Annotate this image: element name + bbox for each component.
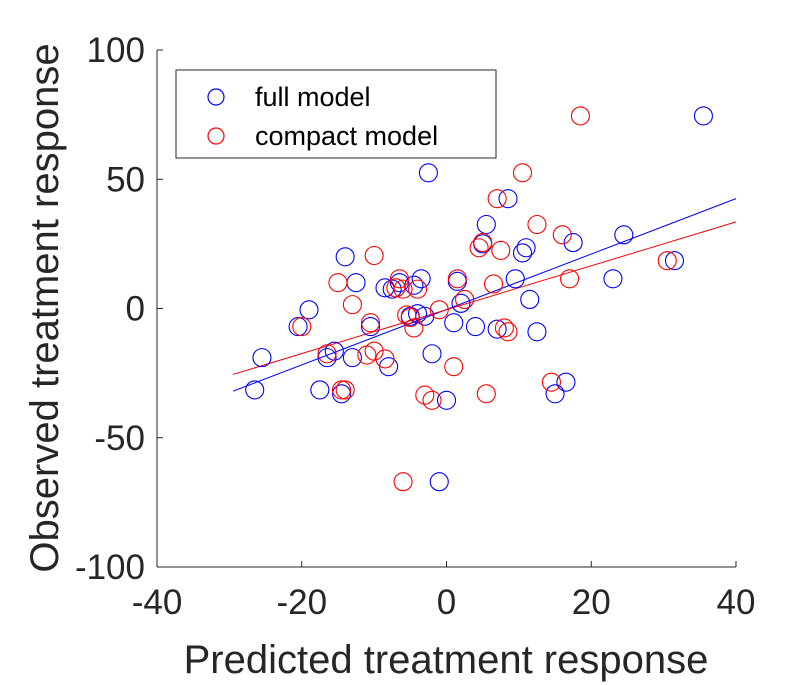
data-point-full-model	[332, 384, 352, 404]
data-point-full-model	[664, 251, 685, 271]
y-tick-label: 100	[87, 31, 145, 70]
data-point-full-model	[429, 472, 449, 492]
data-point-full-model	[411, 269, 431, 289]
data-point-full-model	[342, 348, 362, 368]
data-point-full-model	[360, 317, 381, 337]
data-point-compact-model	[328, 273, 348, 293]
data-point-full-model	[299, 300, 319, 320]
data-point-full-model	[563, 233, 583, 253]
data-point-compact-model	[559, 269, 580, 289]
data-point-full-model	[487, 319, 507, 339]
data-point-full-model	[556, 372, 576, 392]
data-point-compact-model	[375, 349, 395, 369]
x-tick-label: 20	[572, 583, 611, 622]
data-point-compact-model	[473, 233, 493, 253]
data-point-compact-model	[317, 344, 337, 364]
data-point-compact-model	[447, 269, 467, 289]
x-tick-label: -40	[132, 583, 183, 622]
data-point-full-model	[527, 322, 547, 342]
data-point-compact-model	[415, 385, 435, 405]
legend-label-compact-model: compact model	[255, 121, 438, 151]
data-point-compact-model	[360, 313, 381, 333]
data-point-full-model	[505, 269, 525, 289]
data-point-compact-model	[469, 238, 489, 258]
data-point-compact-model	[483, 274, 504, 294]
data-point-compact-model	[487, 189, 507, 209]
data-point-full-model	[436, 390, 457, 410]
data-point-compact-model	[393, 472, 413, 492]
y-ticks: -100 -50 0 50 100	[75, 31, 163, 587]
legend-label-full-model: full model	[255, 82, 371, 112]
legend-marker-compact-model	[207, 127, 225, 145]
data-point-full-model	[317, 348, 337, 368]
x-tick-label: -20	[276, 583, 327, 622]
data-point-full-model	[335, 247, 355, 267]
data-point-compact-model	[342, 295, 362, 315]
x-tick-label: 0	[437, 583, 456, 622]
data-point-compact-model	[292, 317, 312, 337]
data-point-compact-model	[541, 372, 561, 392]
data-point-compact-model	[494, 318, 514, 338]
data-point-compact-model	[455, 289, 475, 310]
data-point-compact-model	[386, 278, 406, 298]
data-point-full-model	[603, 269, 623, 289]
y-tick-label: -100	[75, 548, 145, 587]
data-point-compact-model	[397, 305, 417, 325]
data-point-compact-model	[389, 269, 410, 289]
legend-marker-full-model	[207, 88, 225, 106]
y-tick-label: 50	[106, 160, 145, 199]
data-point-full-model	[465, 317, 486, 337]
data-point-full-model	[418, 163, 438, 183]
data-point-full-model	[520, 289, 540, 310]
data-point-compact-model	[422, 390, 442, 410]
data-point-compact-model	[335, 380, 355, 400]
data-point-full-model	[444, 313, 464, 333]
data-point-compact-model	[364, 341, 384, 361]
data-point-full-model	[476, 214, 496, 235]
fit-line-compact-model	[232, 221, 737, 375]
legend-box	[175, 69, 497, 159]
fit-line-full-model	[232, 198, 737, 392]
data-point-compact-model	[404, 318, 424, 338]
y-tick-label: 0	[126, 290, 145, 329]
x-ticks: -40 -20 0 20 40	[132, 561, 756, 622]
x-axis-label: Predicted treatment response	[184, 638, 709, 682]
data-point-compact-model	[407, 279, 428, 299]
data-point-compact-model	[512, 163, 533, 183]
data-point-compact-model	[657, 251, 677, 271]
data-point-compact-model	[429, 300, 449, 320]
data-point-compact-model	[552, 225, 572, 245]
y-axis-label: Observed treatment response	[23, 43, 67, 572]
data-point-full-model	[498, 189, 518, 209]
data-point-compact-model	[364, 245, 384, 266]
data-point-full-model	[516, 238, 536, 258]
data-point-full-model	[252, 348, 272, 368]
data-point-full-model	[324, 341, 344, 361]
data-point-full-model	[451, 293, 471, 313]
data-point-full-model	[389, 273, 410, 293]
data-point-compact-model	[332, 380, 352, 400]
data-point-compact-model	[498, 322, 518, 342]
data-point-compact-model	[444, 357, 464, 377]
data-point-compact-model	[393, 279, 413, 299]
data-point-full-model	[422, 344, 442, 364]
data-point-compact-model	[491, 240, 511, 260]
fit-lines	[232, 198, 737, 392]
data-point-full-model	[245, 380, 265, 400]
data-point-full-model	[288, 317, 308, 337]
x-tick-label: 40	[717, 583, 756, 622]
data-point-compact-model	[400, 307, 420, 328]
data-point-compact-model	[476, 384, 496, 404]
data-points	[245, 106, 713, 492]
legend: full model compact model	[175, 69, 497, 159]
data-point-full-model	[614, 225, 634, 245]
data-point-compact-model	[527, 214, 547, 235]
data-point-full-model	[512, 243, 533, 263]
data-point-compact-model	[570, 106, 590, 126]
data-point-full-model	[310, 380, 330, 400]
data-point-full-model	[545, 384, 565, 404]
data-point-full-model	[693, 106, 713, 126]
y-tick-label: -50	[94, 419, 145, 458]
